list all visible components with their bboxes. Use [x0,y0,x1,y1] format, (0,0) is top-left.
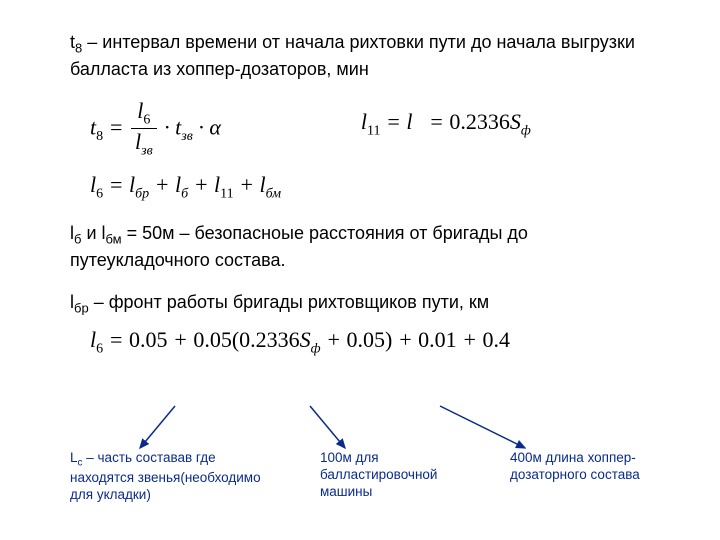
formula-t8: t8 = l6 lзв · tзв · α [90,99,221,160]
l11-mid-var: l [406,109,412,134]
m2-vs: бр [74,301,89,316]
plus: + [398,327,418,352]
a1-text: – часть составав где находятся звенья(не… [70,450,261,502]
eq: = [109,327,129,352]
l6n-c: 0.2336 [239,327,300,352]
intro-text: – интервал времени от начала рихтовки пу… [70,32,635,79]
l6s-t3s: 11 [220,187,233,202]
annotation-3: 400м длина хоппер-дозаторного состава [510,450,670,504]
t8-num-sub: 6 [143,113,150,128]
l11-s-var: S [510,109,521,134]
mid-paragraph-1: lб и lбм = 50м – безопасноые расстояния … [70,221,650,272]
formula-l6-numeric: l6 = 0.05 + 0.05(0.2336Sф + 0.05) + 0.01… [90,327,650,357]
l6n-a: 0.05 [129,327,168,352]
plus: + [155,172,175,197]
rp: ) [385,327,392,352]
l6s-t4s: бм [266,187,281,202]
plus: + [173,327,193,352]
dot2: · [198,115,209,140]
eq: = [109,172,129,197]
plus: + [326,327,346,352]
m1-rest: = 50м – безопасноые расстояния от бригад… [70,223,528,270]
l11-coef: 0.2336 [449,109,510,134]
intro-paragraph: t8 – интервал времени от начала рихтовки… [70,30,650,81]
m1-v2s: бм [106,231,122,246]
eq: = [386,109,406,134]
formula-l11: l11 = l = 0.2336Sф [361,99,531,139]
annotations-row: Lc – часть составав где находятся звенья… [70,450,670,504]
m1-and: и [81,223,101,243]
l6n-lhs-sub: 6 [96,342,103,357]
formula-l6-sum: l6 = lбр + lб + l11 + lбм [90,172,650,202]
l6n-ss: ф [311,342,321,357]
t8-fraction: l6 lзв [131,99,157,160]
plus: + [462,327,482,352]
annotation-2: 100м для балластировочной машины [320,450,460,504]
dot1: · [164,115,175,140]
plus: + [194,172,214,197]
l6s-t1s: бр [135,187,149,202]
mid-paragraph-2: lбр – фронт работы бригады рихтовщиков п… [70,290,650,317]
m2-rest: – фронт работы бригады рихтовщиков пути,… [89,292,489,312]
l11-lhs-sub: 11 [367,124,380,139]
a1-var: L [70,450,78,465]
t8-lhs-sub: 8 [96,129,103,144]
l6s-lhs-sub: 6 [96,187,103,202]
annotation-1: Lc – часть составав где находятся звенья… [70,450,270,504]
l6s-t2s: б [181,187,188,202]
l6n-b: 0.05 [193,327,232,352]
t8-mul-sub: зв [181,129,193,144]
l6n-f: 0.4 [483,327,511,352]
plus: + [239,172,259,197]
formula-row-1: t8 = l6 lзв · tзв · α l11 = l = 0.2336Sф [90,99,650,160]
l6n-sv: S [300,327,311,352]
l6n-e: 0.01 [418,327,457,352]
l6n-d: 0.05 [346,327,385,352]
l11-s-sub: ф [521,124,531,139]
t8-alpha: α [209,115,221,140]
eq: = [109,115,129,140]
t8-den-sub: зв [141,144,153,159]
eq2: = [418,109,449,134]
